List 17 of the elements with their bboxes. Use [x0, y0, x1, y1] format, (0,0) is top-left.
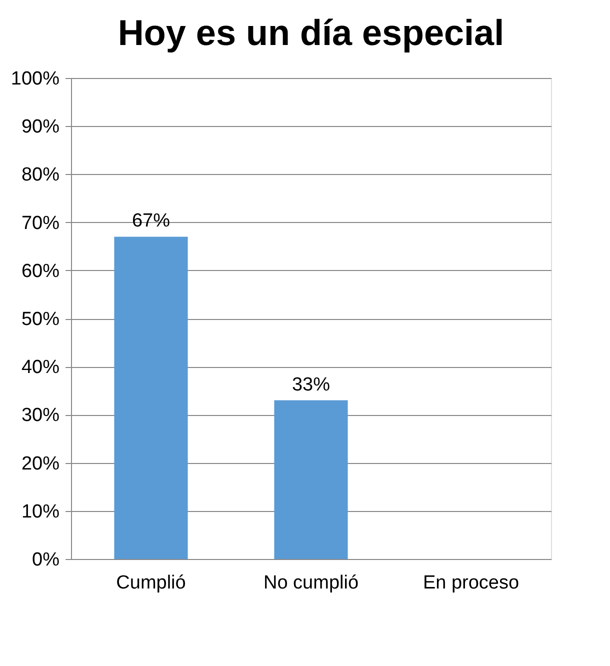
y-tick-label: 30%: [21, 405, 60, 426]
x-tick-label: Cumplió: [116, 572, 186, 594]
y-tick-label: 100%: [10, 68, 60, 90]
y-tick-label: 40%: [21, 357, 60, 378]
y-tick-label: 60%: [21, 260, 60, 282]
y-tick-label: 20%: [21, 453, 60, 474]
x-tick-label: En proceso: [422, 572, 520, 594]
y-tick-label: 70%: [21, 212, 60, 234]
data-label: 67%: [132, 210, 170, 232]
data-label: 33%: [292, 374, 330, 396]
y-tick-label: 80%: [21, 164, 60, 186]
y-tick-label: 90%: [21, 116, 60, 138]
chart-title: Hoy es un día especial: [118, 12, 504, 53]
x-tick-label: No cumplió: [263, 572, 359, 594]
y-tick-label: 50%: [21, 309, 60, 330]
y-tick-label: 10%: [21, 501, 60, 522]
y-tick-label: 0%: [32, 550, 60, 570]
